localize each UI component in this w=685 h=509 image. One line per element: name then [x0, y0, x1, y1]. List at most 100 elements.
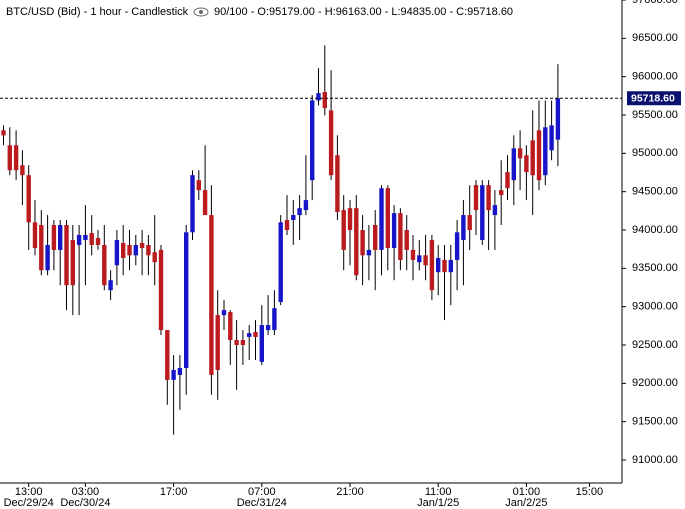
candle-body — [228, 312, 233, 341]
candle-body — [536, 130, 542, 181]
candle-body — [328, 110, 334, 176]
x-tick-label: 01:00 — [513, 486, 541, 498]
y-tick-label: 95500.00 — [632, 109, 678, 121]
candle-body — [76, 234, 82, 245]
x-tick-label: 03:00 — [72, 486, 100, 498]
candle-body — [543, 127, 548, 176]
candle-body — [39, 225, 44, 271]
candle-body — [410, 249, 416, 260]
candle-body — [259, 325, 264, 362]
candle-body — [45, 244, 50, 271]
candle-body — [385, 188, 390, 249]
candle-body — [335, 155, 340, 212]
y-tick-label: 93500.00 — [632, 262, 678, 274]
x-date-label: Jan/1/25 — [417, 497, 459, 509]
candle-body — [322, 92, 327, 109]
candle-body — [114, 239, 120, 266]
candle-body — [196, 180, 201, 191]
candle-body — [190, 175, 195, 233]
candle-body — [215, 315, 220, 370]
candle-body — [139, 243, 145, 249]
last-price-label: 95718.60 — [631, 93, 675, 105]
x-tick-label: 11:00 — [425, 486, 452, 498]
candle-body — [272, 308, 277, 331]
candle-body — [284, 220, 290, 230]
candle-body — [297, 208, 302, 216]
x-tick-label: 21:00 — [336, 486, 364, 498]
candle-body — [7, 145, 12, 171]
candle-body — [379, 188, 384, 250]
candle-body — [423, 255, 428, 266]
candle-body — [58, 225, 63, 250]
candle-body — [32, 222, 38, 249]
candle-body — [20, 165, 25, 176]
candle-body — [549, 125, 554, 151]
candle-body — [127, 244, 132, 256]
candle-body — [184, 232, 189, 368]
candle-body — [278, 222, 283, 303]
candle-body — [64, 225, 69, 286]
candle-body — [95, 238, 101, 245]
y-tick-label: 91000.00 — [632, 454, 678, 466]
candle-body — [524, 155, 529, 173]
candle-body — [316, 93, 321, 101]
candle-body — [492, 205, 498, 216]
y-tick-label: 94500.00 — [632, 186, 678, 198]
last-price-box — [627, 91, 681, 106]
x-date-label: Dec/31/24 — [237, 497, 287, 509]
x-tick-label: 13:00 — [15, 486, 43, 498]
plot — [1, 45, 561, 435]
candle-body — [291, 215, 296, 221]
candle-body — [473, 185, 479, 211]
candle-body — [108, 280, 113, 291]
candle-body — [240, 340, 246, 345]
candle-body — [121, 243, 126, 258]
candle-body — [404, 230, 409, 250]
y-tick-label: 96000.00 — [632, 71, 678, 83]
eye-icon[interactable] — [193, 7, 209, 17]
y-tick-label: 91500.00 — [632, 416, 678, 428]
candle-body — [454, 232, 460, 260]
candle-body — [265, 325, 271, 331]
x-tick-label: 15:00 — [576, 486, 604, 498]
x-tick-label: 07:00 — [248, 486, 276, 498]
candle-body — [530, 140, 535, 176]
y-tick-label: 92000.00 — [632, 377, 678, 389]
x-date-label: Jan/2/25 — [505, 497, 547, 509]
candle-body — [373, 225, 378, 250]
candle-body — [366, 249, 372, 256]
candle-body — [152, 252, 157, 263]
candle-body — [354, 208, 359, 276]
candle-body — [26, 175, 31, 223]
candle-body — [303, 200, 309, 211]
y-tick-label: 92500.00 — [632, 339, 678, 351]
chart-title: BTC/USD (Bid) - 1 hour - Candlestick — [6, 6, 189, 18]
candle-body — [391, 213, 397, 249]
candle-body — [89, 233, 94, 245]
y-tick-label: 97000.00 — [632, 0, 678, 6]
candle-body — [1, 130, 6, 136]
candle-body — [209, 215, 214, 375]
candle-body — [417, 255, 422, 263]
candle-body — [102, 244, 107, 286]
candle-body — [133, 244, 138, 256]
y-tick-label: 95000.00 — [632, 147, 678, 159]
candle-body — [221, 310, 227, 316]
candle-body — [347, 208, 353, 230]
candle-body — [83, 234, 88, 240]
candle-body — [442, 259, 447, 273]
y-tick-label: 93000.00 — [632, 301, 678, 313]
candle-body — [429, 239, 435, 291]
candle-body — [499, 190, 504, 196]
x-date-label: Dec/29/24 — [4, 497, 54, 509]
candle-body — [517, 148, 523, 159]
candle-body — [310, 100, 315, 181]
candle-body — [13, 145, 19, 171]
x-date-label: Dec/30/24 — [60, 497, 110, 509]
candle-body — [146, 244, 151, 256]
candle-body — [51, 225, 57, 250]
candle-body — [253, 331, 258, 337]
candle-body — [555, 98, 561, 140]
